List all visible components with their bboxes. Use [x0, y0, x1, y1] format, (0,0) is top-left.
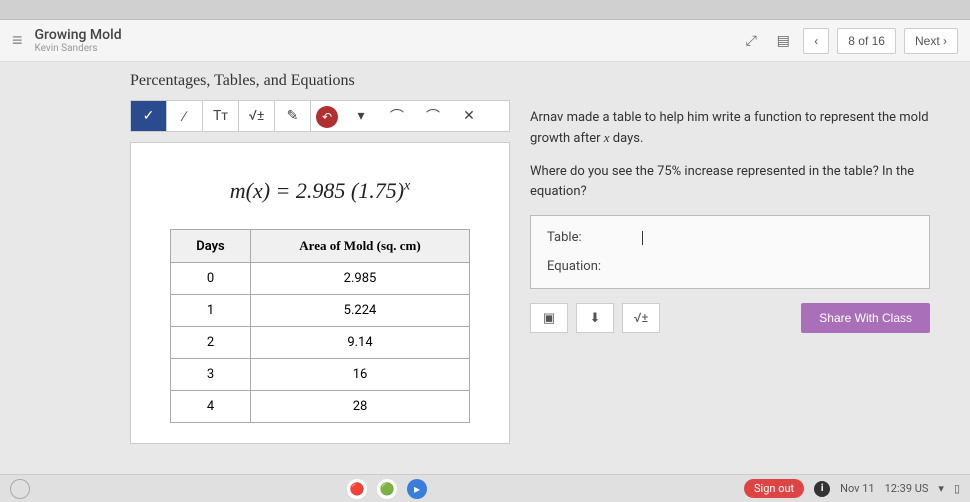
- mic-icon[interactable]: ⬇: [576, 303, 614, 333]
- insert-math-icon[interactable]: √±: [622, 303, 660, 333]
- next-button[interactable]: Next ›: [904, 28, 958, 54]
- section-title: Percentages, Tables, and Equations: [130, 72, 510, 90]
- expand-icon[interactable]: ⤢: [739, 29, 763, 53]
- progress-indicator: 8 of 16: [837, 28, 896, 54]
- equation-exponent: x: [404, 179, 410, 194]
- equation-display: m(x) = 2.985 (1.75)x: [161, 178, 479, 204]
- tool-close-icon[interactable]: ✕: [451, 101, 487, 131]
- tool-undo2-icon[interactable]: ⌒: [379, 101, 415, 131]
- prompt-paragraph-2: Where do you see the 75% increase repres…: [530, 162, 930, 201]
- left-column: Percentages, Tables, and Equations ✓ ∕ T…: [130, 72, 510, 464]
- tool-line[interactable]: ∕: [167, 101, 203, 131]
- taskbar-time: 12:39 US: [885, 482, 929, 495]
- answer-table-row[interactable]: Table:: [547, 230, 913, 245]
- col-area: Area of Mold (sq. cm): [251, 230, 470, 263]
- text-cursor: [642, 231, 643, 245]
- browser-tab-strip: [0, 0, 970, 20]
- taskbar-apps: 🔴 🟢 ▸: [30, 479, 744, 499]
- table-row: 316: [171, 359, 470, 391]
- taskbar: 🔴 🟢 ▸ Sign out i Nov 11 12:39 US ▾ ▯: [0, 474, 970, 502]
- action-row: ▣ ⬇ √± Share With Class: [530, 303, 930, 333]
- data-table: Days Area of Mold (sq. cm) 02.985 15.224…: [170, 229, 470, 423]
- lesson-title: Growing Mold: [35, 27, 740, 43]
- signout-button[interactable]: Sign out: [744, 479, 804, 498]
- battery-icon[interactable]: ▯: [954, 482, 960, 495]
- tool-redo-icon[interactable]: ⌒: [415, 101, 451, 131]
- tool-dropdown-icon[interactable]: ▾: [343, 101, 379, 131]
- label-table: Table:: [547, 230, 582, 245]
- tool-undo-icon[interactable]: ↶: [316, 106, 338, 128]
- tool-text[interactable]: Tт: [203, 101, 239, 131]
- work-panel: m(x) = 2.985 (1.75)x Days Area of Mold (…: [130, 142, 510, 444]
- table-row: 15.224: [171, 295, 470, 327]
- col-days: Days: [171, 230, 251, 263]
- tool-math[interactable]: √±: [239, 101, 275, 131]
- table-row: 29.14: [171, 327, 470, 359]
- label-equation: Equation:: [547, 259, 601, 274]
- table-row: 428: [171, 391, 470, 423]
- insert-image-icon[interactable]: ▣: [530, 303, 568, 333]
- notes-icon[interactable]: ▤: [771, 29, 795, 53]
- drawing-toolbar: ✓ ∕ Tт √± ✎ ↶ ▾ ⌒ ⌒ ✕: [130, 100, 510, 132]
- wifi-icon[interactable]: ▾: [938, 482, 944, 495]
- equation-body: m(x) = 2.985 (1.75): [230, 178, 404, 203]
- prev-button[interactable]: ‹: [803, 28, 829, 54]
- right-column: Arnav made a table to help him write a f…: [530, 72, 930, 464]
- tool-select[interactable]: ✓: [131, 101, 167, 131]
- app-icon-2[interactable]: 🟢: [377, 479, 397, 499]
- menu-icon[interactable]: ≡: [12, 30, 23, 51]
- info-icon[interactable]: i: [814, 481, 830, 497]
- app-icon-3[interactable]: ▸: [407, 479, 427, 499]
- main-content: Percentages, Tables, and Equations ✓ ∕ T…: [0, 62, 970, 474]
- app-icon-1[interactable]: 🔴: [347, 479, 367, 499]
- answer-box[interactable]: Table: Equation:: [530, 215, 930, 289]
- prompt-paragraph-1: Arnav made a table to help him write a f…: [530, 108, 930, 148]
- taskbar-date: Nov 11: [840, 482, 874, 495]
- tool-draw[interactable]: ✎: [275, 101, 311, 131]
- answer-equation-row[interactable]: Equation:: [547, 259, 913, 274]
- table-row: 02.985: [171, 263, 470, 295]
- author-name: Kevin Sanders: [35, 43, 740, 54]
- share-button[interactable]: Share With Class: [801, 303, 930, 333]
- launcher-icon[interactable]: [10, 479, 30, 499]
- app-header: ≡ Growing Mold Kevin Sanders ⤢ ▤ ‹ 8 of …: [0, 20, 970, 62]
- title-block: Growing Mold Kevin Sanders: [35, 27, 740, 54]
